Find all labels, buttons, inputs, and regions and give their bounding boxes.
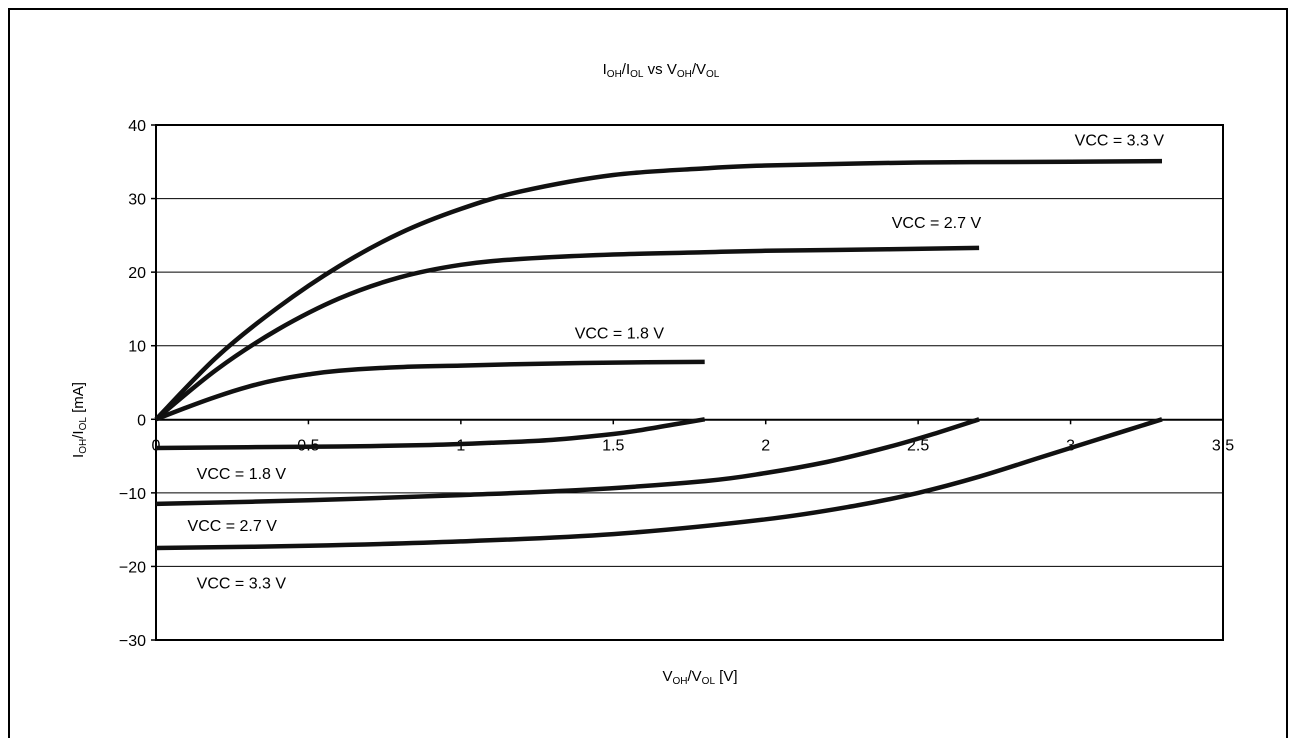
series-line-3	[155, 417, 706, 451]
series-label-5: VCC = 3.3 V	[197, 576, 287, 593]
series-line-2	[155, 359, 705, 422]
y-tick-label-5: −10	[119, 486, 146, 503]
series-line-4	[155, 417, 980, 507]
x-tick-label-3: 1.5	[602, 437, 624, 454]
series-label-3: VCC = 1.8 V	[197, 466, 287, 483]
series-label-1: VCC = 2.7 V	[892, 215, 982, 232]
series-label-4: VCC = 2.7 V	[188, 518, 278, 535]
series-labels: VCC = 3.3 V VCC = 2.7 V VCC = 1.8 V VCC = 1…	[188, 133, 1165, 593]
series-label-2: VCC = 1.8 V	[575, 325, 665, 342]
y-tick-label-0: 40	[128, 118, 146, 135]
y-axis-label: IOH/IOL [mA]	[70, 382, 89, 458]
chart-title: IOH/IOL vs VOH/VOL	[603, 61, 720, 80]
x-tick-label-7: 3.5	[1212, 437, 1234, 454]
plot-area-border	[155, 124, 1224, 641]
series-label-0: VCC = 3.3 V	[1075, 133, 1165, 150]
y-tick-label-2: 20	[128, 265, 146, 282]
y-tick-label-7: −30	[119, 633, 146, 650]
x-axis-label: VOH/VOL [V]	[662, 668, 737, 687]
x-tick-label-4: 2	[761, 437, 770, 454]
series-line-1	[154, 245, 980, 422]
series-lines	[154, 158, 1163, 551]
y-axis-ticks: 40 30 20 10 0 −10 −20 −30	[119, 118, 156, 650]
y-tick-label-3: 10	[128, 339, 146, 356]
y-tick-label-6: −20	[119, 559, 146, 576]
y-tick-label-1: 30	[128, 192, 146, 209]
y-tick-label-4: 0	[137, 412, 146, 429]
series-line-5	[155, 417, 1163, 551]
chart-frame	[8, 8, 1288, 738]
series-line-0	[154, 158, 1163, 421]
